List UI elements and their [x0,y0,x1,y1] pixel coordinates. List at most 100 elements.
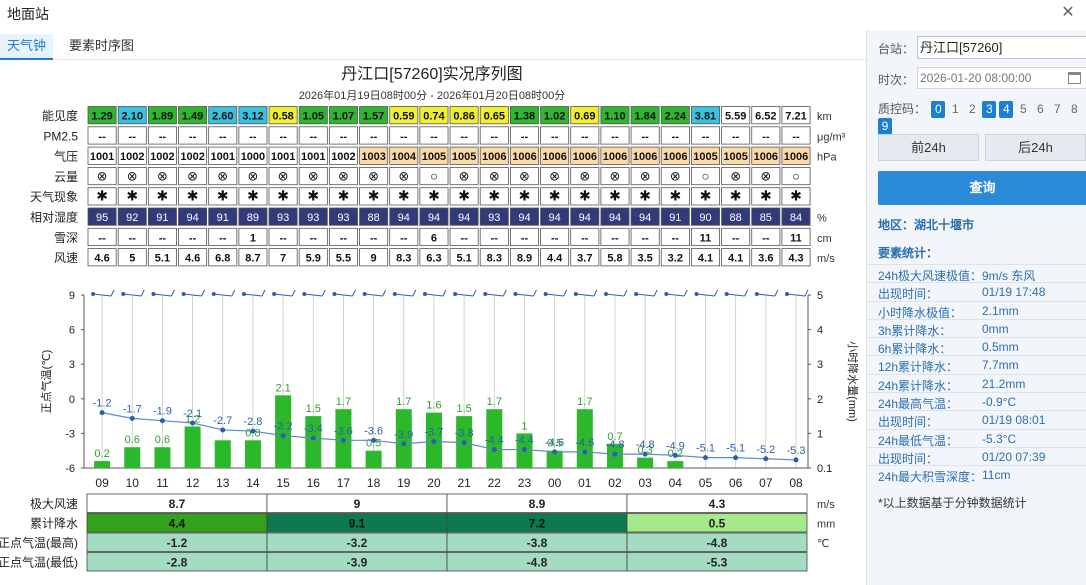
table-cell-value: 94 [428,212,440,224]
table-cell [298,126,328,145]
hour-label: 20 [427,476,441,490]
qc-code-1[interactable]: 1 [952,102,959,116]
precip-label: 1.7 [396,396,411,408]
precip-bar [184,426,201,468]
close-icon[interactable]: ✕ [1061,4,1075,21]
hour-label: 13 [216,476,230,490]
table-cell-value: 4.6 [94,253,109,265]
table-cell [509,207,539,226]
table-cell [359,207,389,226]
precip-label: 1.5 [306,403,321,415]
right-tick-label: 1 [817,428,823,440]
calendar-icon[interactable] [1068,72,1081,84]
table-cell [660,146,690,165]
summary-cell-value: -5.3 [707,556,728,570]
table-cell-value: -- [310,131,318,143]
table-cell-value: -- [491,131,499,143]
table-cell [630,248,660,267]
table-row-label: 云量 [54,170,78,184]
table-cell-value: 1001 [90,151,114,163]
footnote: *以上数据基于分钟数据统计 [878,496,1027,510]
qc-code-7[interactable]: 7 [1054,102,1061,116]
table-row-unit: μg/m³ [817,131,846,143]
table-cell [751,106,781,125]
table-cell-value: -- [792,131,800,143]
table-cell [509,227,539,247]
table-cell [600,167,630,186]
table-cell [147,207,177,226]
table-cell-value: 93 [337,212,349,224]
qc-code-2[interactable]: 2 [969,102,976,116]
table-cell-value: 1002 [120,151,144,163]
table-row-unit: cm [817,233,832,245]
qc-code-3[interactable]: 3 [982,101,997,118]
wind-barb-icon [483,289,507,297]
table-cell-value: ✱ [96,188,108,204]
summary-cell [626,513,808,533]
table-cell [419,227,449,247]
table-cell-value: ✱ [126,188,138,204]
table-cell [751,248,781,267]
table-cell [87,146,117,165]
hour-label: 06 [729,476,743,490]
table-cell-value: 6 [431,232,437,244]
precip-bar [576,409,593,468]
table-cell [419,248,449,267]
table-cell-value: 1005 [693,151,717,163]
qc-code-8[interactable]: 8 [1071,102,1078,116]
table-cell-value: 11 [700,232,712,244]
table-cell-value: 3.7 [577,253,592,265]
hour-label: 09 [95,476,109,490]
qc-code-5[interactable]: 5 [1020,102,1027,116]
table-cell-value: 94 [579,212,591,224]
chart-area: 丹江口[57260]实况序列图 2026年01月19日08时00分 - 2026年… [0,65,860,572]
temperature-point [371,437,377,443]
qc-code-9[interactable]: 9 [878,118,892,135]
stat-key: 24h最低气温： [878,433,959,448]
summary-unit: ℃ [817,538,829,550]
table-cell [691,187,720,206]
table-cell-value: ⊗ [459,168,470,183]
table-cell-value: 93 [277,212,289,224]
next-24h-button[interactable]: 后24h [985,134,1086,161]
table-cell [208,106,238,125]
wind-barb-icon [694,289,718,297]
tab-weather-clock[interactable]: 天气钟 [0,34,54,60]
time-input[interactable]: 2026-01-20 08:00:00 [917,67,1086,89]
station-input[interactable]: 丹江口[57260] [917,36,1086,59]
table-cell-value: 6.52 [755,111,776,123]
precip-label: 0.5 [547,438,562,450]
table-cell [117,126,147,145]
stat-row: 12h累计降水： 7.7mm [867,355,1086,374]
summary-row-label: 累计降水 [30,517,78,531]
temperature-label: -1.2 [93,398,112,410]
stat-key: 小时降水极值： [878,305,963,320]
table-cell-value: ⊗ [127,168,138,183]
query-button[interactable]: 查询 [878,171,1086,205]
stat-value: -5.3°C [982,431,1017,446]
table-cell [298,146,328,165]
table-cell [117,167,147,186]
precip-label: 1.7 [487,396,502,408]
qc-code-0[interactable]: 0 [931,101,946,118]
table-cell [268,187,298,206]
table-cell-value: -- [249,131,257,143]
table-cell-value: ✱ [549,188,561,204]
qc-code-6[interactable]: 6 [1037,102,1044,116]
prev-24h-button[interactable]: 前24h [878,134,979,161]
table-cell-value: -- [611,131,619,143]
temperature-label: -2.1 [183,408,202,420]
temperature-label: -4.9 [666,440,685,452]
tab-element-timeseries[interactable]: 要素时序图 [69,38,135,53]
table-cell-value: 93 [488,212,500,224]
table-cell-value: -- [762,131,770,143]
stat-value: 9m/s 东风 [982,269,1036,283]
hour-label: 19 [397,476,411,490]
table-cell-value: 93 [307,212,319,224]
qc-code-4[interactable]: 4 [999,101,1014,118]
temperature-label: -4.4 [485,435,504,447]
temperature-point [733,455,739,461]
table-cell-value: ⊗ [549,168,560,183]
table-cell [238,207,268,226]
table-cell [721,106,751,125]
